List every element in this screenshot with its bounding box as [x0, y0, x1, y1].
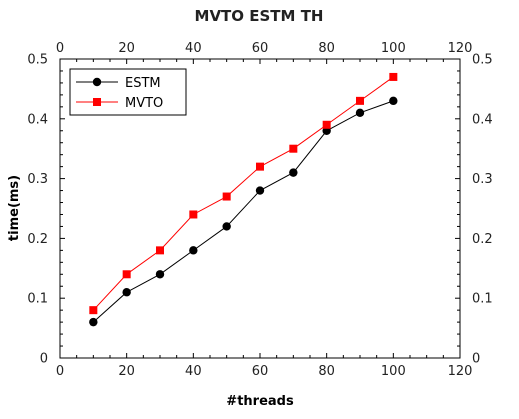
series-line-estm — [92, 100, 394, 323]
x-tick-label-bottom-20: 20 — [118, 364, 135, 379]
y-tick-label-right-2: 0.2 — [472, 232, 493, 247]
data-point-estm — [122, 288, 131, 297]
data-point-estm — [355, 108, 365, 118]
series-layer — [89, 72, 398, 327]
x-tick-label-bottom-60: 60 — [252, 364, 269, 379]
legend-label-mvto: MVTO — [125, 96, 163, 111]
legend-marker-estm — [92, 77, 102, 87]
legend-label-estm: ESTM — [125, 76, 161, 91]
x-axis-title: #threads — [226, 394, 294, 409]
y-tick-label-right-3: 0.3 — [472, 172, 493, 187]
y-axis-title: time(ms) — [7, 175, 22, 241]
data-point-mvto — [122, 270, 131, 279]
chart-title: MVTO ESTM TH — [195, 7, 324, 25]
series-line-mvto — [92, 76, 394, 311]
data-point-mvto — [256, 162, 264, 171]
x-tick-label-bottom-120: 120 — [448, 364, 473, 379]
data-point-mvto — [189, 210, 198, 219]
y-tick-label-right-1: 0.1 — [472, 292, 493, 307]
data-point-estm — [89, 317, 98, 327]
legend-marker-mvto — [93, 98, 101, 106]
data-point-estm — [289, 168, 298, 177]
x-tick-label-bottom-80: 80 — [318, 364, 335, 379]
y-tick-label-right-0: 0 — [472, 352, 480, 367]
data-point-estm — [255, 186, 265, 195]
y-tick-label-left-3: 0.3 — [27, 172, 48, 187]
data-point-mvto — [356, 96, 364, 105]
x-tick-label-top-100: 100 — [381, 41, 406, 56]
data-point-mvto — [322, 120, 331, 129]
x-tick-label-top-20: 20 — [118, 41, 135, 56]
x-tick-label-top-80: 80 — [318, 41, 335, 56]
legend: ESTM MVTO — [69, 68, 187, 116]
x-tick-label-top-60: 60 — [252, 41, 269, 56]
y-tick-label-right-4: 0.4 — [472, 112, 493, 127]
series-estm — [89, 96, 398, 327]
series-mvto — [89, 72, 398, 315]
data-point-mvto — [222, 192, 231, 201]
legend-entry-mvto: MVTO — [76, 96, 163, 111]
x-tick-label-top-120: 120 — [448, 41, 473, 56]
x-tick-label-top-40: 40 — [185, 41, 202, 56]
data-point-mvto — [289, 144, 298, 153]
data-point-estm — [189, 246, 198, 255]
data-point-mvto — [156, 246, 164, 255]
data-point-estm — [389, 96, 398, 106]
legend-entry-estm: ESTM — [76, 76, 161, 91]
data-point-mvto — [89, 306, 98, 315]
y-tick-label-left-4: 0.4 — [27, 112, 48, 127]
y-tick-label-left-1: 0.1 — [27, 292, 48, 307]
legend-box — [69, 68, 187, 116]
y-tick-label-left-5: 0.5 — [27, 53, 48, 68]
data-point-estm — [222, 222, 231, 231]
x-tick-label-bottom-0: 0 — [56, 364, 64, 379]
x-tick-label-bottom-40: 40 — [185, 364, 202, 379]
data-point-mvto — [389, 72, 398, 81]
y-tick-label-left-0: 0 — [40, 352, 48, 367]
x-tick-label-top-0: 0 — [56, 41, 64, 56]
x-tick-label-bottom-100: 100 — [381, 364, 406, 379]
y-tick-label-left-2: 0.2 — [27, 232, 48, 247]
y-tick-label-right-5: 0.5 — [472, 53, 493, 68]
data-point-estm — [155, 270, 165, 279]
